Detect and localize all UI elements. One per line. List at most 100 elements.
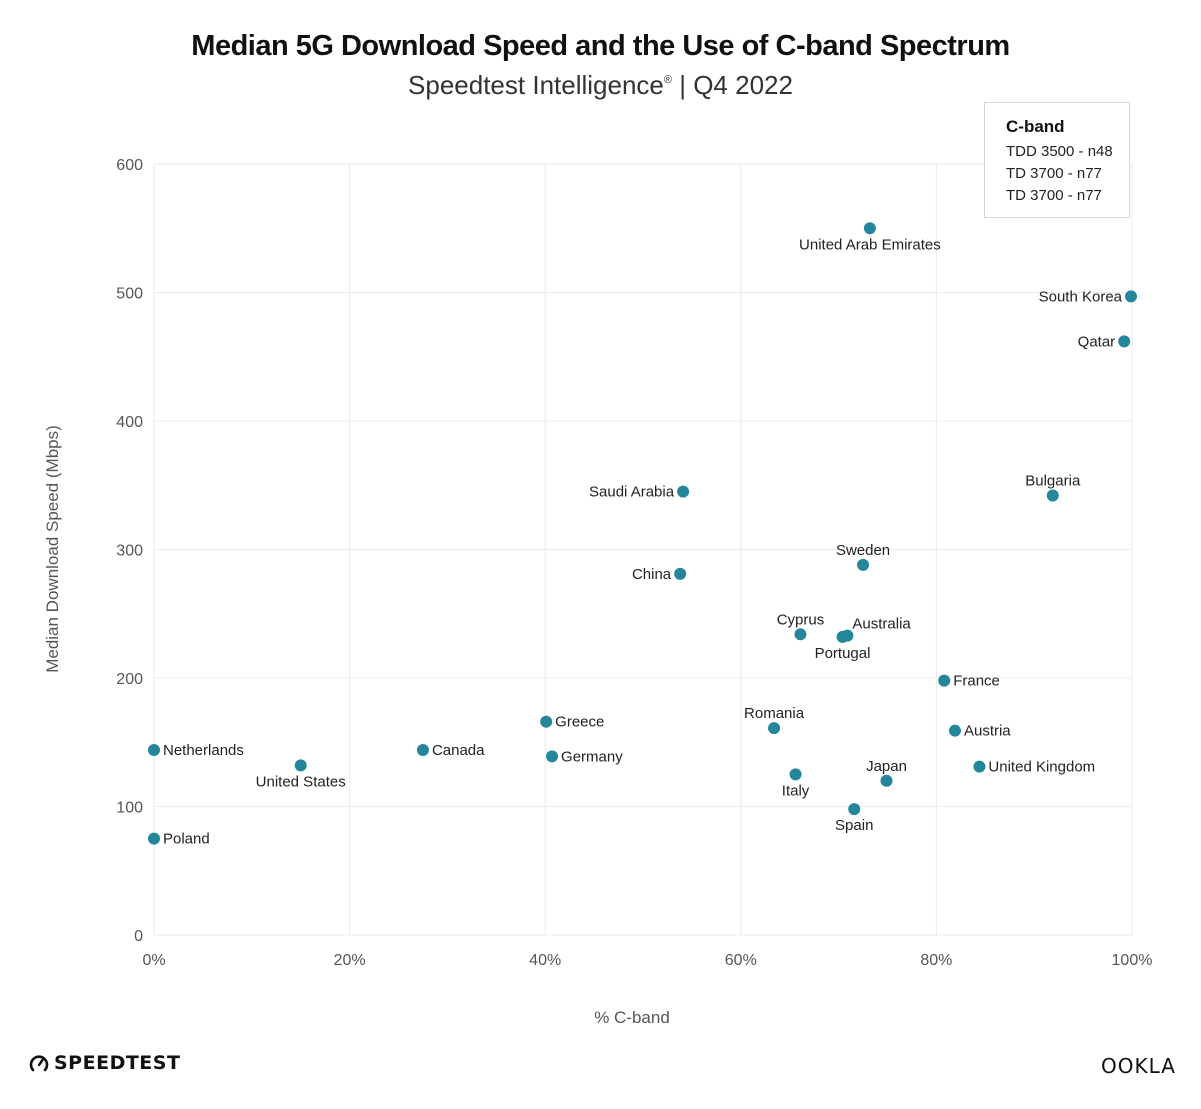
- data-point-group: Germany: [546, 748, 623, 765]
- data-point: [540, 715, 553, 728]
- data-point-label: Romania: [744, 705, 805, 722]
- data-point-group: Canada: [416, 742, 485, 759]
- data-point-group: South Korea: [1039, 288, 1138, 305]
- data-point-group: Greece: [540, 714, 604, 731]
- data-point: [546, 750, 559, 763]
- data-point-label: Cyprus: [777, 611, 825, 628]
- x-tick-label: 60%: [725, 952, 757, 969]
- data-point-label: Germany: [561, 748, 623, 765]
- y-tick-label: 0: [134, 928, 143, 945]
- axis-ticks: 0 100 200 300 400 500 600 0% 20% 40% 60% 80% 100%: [116, 157, 1152, 969]
- y-tick-label: 400: [116, 414, 143, 431]
- data-point-label: United Arab Emirates: [799, 236, 941, 253]
- data-point-label: Sweden: [836, 542, 890, 559]
- data-point: [148, 743, 160, 756]
- data-point-label: South Korea: [1039, 288, 1123, 305]
- data-point-group: Italy: [782, 768, 810, 799]
- data-point-group: Portugal: [815, 630, 871, 662]
- x-tick-label: 20%: [334, 952, 366, 969]
- data-point: [674, 567, 687, 580]
- grid: [153, 163, 1133, 936]
- data-point-group: Spain: [835, 803, 873, 834]
- legend-item: TD 3700 - n77: [1006, 165, 1102, 182]
- data-point-group: Poland: [148, 831, 210, 848]
- data-point-group: United Arab Emirates: [799, 222, 941, 253]
- data-point-label: Netherlands: [163, 742, 244, 759]
- data-point-label: Portugal: [815, 645, 871, 662]
- y-tick-label: 100: [116, 800, 143, 817]
- data-point-group: Japan: [866, 758, 907, 787]
- data-point: [948, 724, 961, 737]
- x-tick-label: 0%: [142, 952, 165, 969]
- data-point-group: Saudi Arabia: [589, 484, 690, 501]
- chart-subtitle: Speedtest Intelligence® | Q4 2022: [0, 70, 1201, 101]
- data-point: [938, 674, 951, 687]
- data-point-group: Austria: [948, 723, 1011, 740]
- speedtest-logo: SPEEDTEST: [28, 1052, 180, 1074]
- x-tick-label: 40%: [529, 952, 561, 969]
- x-tick-label: 80%: [920, 952, 952, 969]
- subtitle-main: Speedtest Intelligence: [408, 70, 664, 100]
- data-point-label: Australia: [852, 616, 911, 633]
- data-points: United Arab Emirates South Korea Qatar Saud…: [148, 222, 1138, 848]
- data-point-group: Cyprus: [777, 611, 825, 641]
- data-point-label: Italy: [782, 782, 810, 799]
- data-point: [1046, 489, 1059, 502]
- data-point: [789, 768, 802, 781]
- registered-mark: ®: [663, 74, 672, 86]
- data-point: [863, 222, 876, 235]
- data-point-label: Greece: [555, 714, 604, 731]
- data-point-label: Canada: [432, 742, 485, 759]
- data-point: [1118, 335, 1131, 348]
- data-point: [836, 630, 849, 643]
- data-point: [148, 832, 160, 845]
- data-point: [768, 722, 781, 735]
- subtitle-period: | Q4 2022: [672, 70, 793, 100]
- data-point-label: Poland: [163, 831, 210, 848]
- y-tick-label: 600: [116, 157, 143, 174]
- legend-title: C-band: [1006, 117, 1065, 136]
- data-point-group: United States: [256, 759, 346, 790]
- legend-item: TD 3700 - n77: [1006, 187, 1102, 204]
- data-point-group: Netherlands: [148, 742, 244, 759]
- y-tick-label: 300: [116, 543, 143, 560]
- data-point: [677, 485, 690, 498]
- data-point: [294, 759, 307, 772]
- data-point-group: Qatar: [1078, 333, 1131, 350]
- data-point-group: United Kingdom: [973, 759, 1095, 776]
- data-point-label: France: [953, 673, 1000, 690]
- data-point-group: Australia: [841, 616, 911, 642]
- data-point: [1125, 290, 1138, 303]
- data-point-group: Sweden: [836, 542, 890, 571]
- ookla-logo: OOKLA: [1101, 1054, 1176, 1078]
- data-point-label: China: [632, 566, 672, 583]
- y-axis-title: Median Download Speed (Mbps): [43, 425, 62, 673]
- data-point: [973, 760, 986, 773]
- speedtest-wordmark: SPEEDTEST: [54, 1052, 181, 1074]
- data-point-label: Japan: [866, 758, 907, 775]
- data-point: [416, 743, 429, 756]
- data-point-label: United States: [256, 773, 346, 790]
- data-point: [880, 774, 893, 787]
- chart-title: Median 5G Download Speed and the Use of …: [191, 30, 1010, 62]
- y-tick-label: 500: [116, 286, 143, 303]
- data-point-label: United Kingdom: [988, 759, 1095, 776]
- data-point: [857, 558, 870, 571]
- data-point-group: China: [632, 566, 687, 583]
- legend: C-band TDD 3500 - n48 TD 3700 - n77 TD 3…: [984, 102, 1130, 218]
- data-point-label: Spain: [835, 817, 873, 834]
- y-tick-label: 200: [116, 671, 143, 688]
- data-point-label: Bulgaria: [1025, 473, 1081, 490]
- data-point: [794, 628, 807, 641]
- data-point-label: Austria: [964, 723, 1011, 740]
- data-point-label: Saudi Arabia: [589, 484, 675, 501]
- speedometer-icon: [29, 1055, 49, 1072]
- x-axis-title: % C-band: [594, 1008, 670, 1027]
- data-point-group: Bulgaria: [1025, 473, 1081, 502]
- x-tick-label: 100%: [1112, 952, 1153, 969]
- data-point-group: Romania: [744, 705, 805, 735]
- data-point-group: France: [938, 673, 1000, 690]
- data-point-label: Qatar: [1078, 333, 1116, 350]
- data-point: [848, 803, 861, 816]
